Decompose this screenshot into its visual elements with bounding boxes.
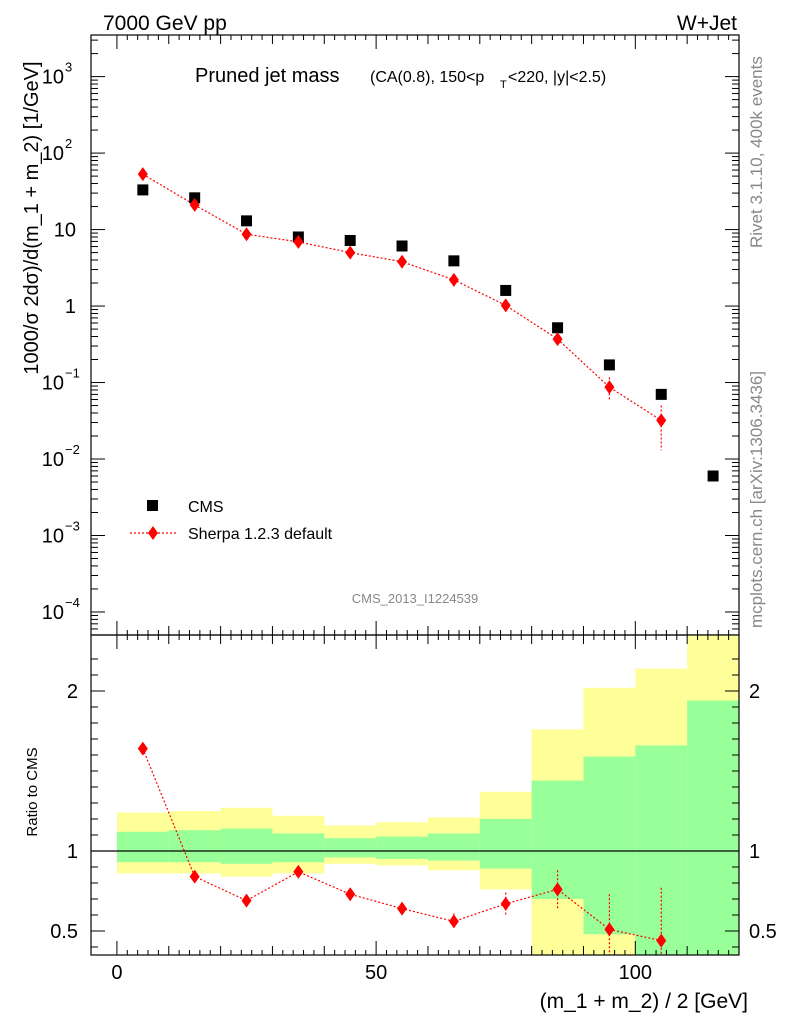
- rivet-version-label: Rivet 3.1.10, 400k events: [747, 56, 766, 248]
- y-tick-label-exponent: −1: [65, 366, 80, 381]
- y-tick-label-base: 10: [42, 525, 64, 547]
- ratio-panel-frame: [90, 634, 740, 956]
- chart-title-sub-a: (CA(0.8), 150<p: [370, 69, 484, 86]
- ratio-y-tick-label-left: 0.5: [50, 921, 78, 943]
- sherpa-point: [137, 167, 148, 182]
- legend-marker-cms: [147, 500, 158, 511]
- ratio-panel: 0.5 0.5 1 1 2 2 0 50 100 Ratio to CMS (m_1 + m_2…: [24, 634, 777, 1013]
- legend-label-cms: CMS: [188, 499, 224, 516]
- ratio-sherpa-point: [397, 901, 408, 916]
- sherpa-point: [189, 197, 200, 212]
- analysis-id-watermark: CMS_2013_I1224539: [352, 591, 479, 606]
- cms-point: [189, 192, 201, 204]
- uncertainty-band-inner: [376, 836, 428, 859]
- ratio-y-tick-label-right: 2: [749, 681, 760, 703]
- sherpa-point: [656, 413, 667, 428]
- y-tick-label-base: 10: [42, 373, 64, 395]
- ratio-axis-ticks: [91, 635, 740, 955]
- uncertainty-band-inner: [324, 838, 377, 858]
- y-tick-label-exponent: −2: [65, 442, 80, 457]
- sherpa-point: [448, 272, 459, 287]
- main-y-axis-label: 1000/σ 2dσ)/d(m_1 + m_2) [1/GeV]: [21, 61, 43, 374]
- header-right-label: W+Jet: [677, 12, 737, 35]
- y-tick-label-exponent: 2: [65, 136, 72, 151]
- y-tick-label-base: 10: [42, 449, 64, 471]
- main-plot-layer: [137, 167, 719, 482]
- sherpa-point: [293, 234, 304, 249]
- cms-point: [448, 255, 460, 267]
- sherpa-point: [500, 298, 511, 313]
- sherpa-line: [142, 173, 662, 421]
- uncertainty-band-inner: [635, 745, 688, 955]
- sherpa-point: [241, 227, 252, 242]
- x-tick-label: 100: [619, 962, 652, 984]
- sherpa-point: [552, 332, 563, 347]
- ratio-sherpa-point: [448, 914, 459, 929]
- y-tick-label: 1: [65, 296, 76, 318]
- sherpa-point: [604, 380, 615, 395]
- x-tick-label: 50: [365, 962, 387, 984]
- y-tick-label-exponent: −3: [65, 518, 80, 533]
- cms-point: [552, 322, 564, 334]
- chart-title-sub-subscript: T: [500, 79, 507, 91]
- ratio-sherpa-point: [293, 864, 304, 879]
- ratio-sherpa-point: [604, 922, 615, 937]
- uncertainty-band-inner: [220, 828, 273, 864]
- uncertainty-band-inner: [687, 700, 739, 955]
- cms-point: [603, 359, 615, 371]
- ratio-sherpa-point: [500, 896, 511, 911]
- cms-point: [707, 470, 719, 482]
- mcplots-label: mcplots.cern.ch [arXiv:1306.3436]: [747, 371, 766, 628]
- ratio-sherpa-point: [241, 893, 252, 908]
- cms-point: [500, 284, 512, 296]
- chart-title-sub-c: <220, |y|<2.5): [508, 69, 606, 86]
- uncertainty-band-inner: [479, 819, 532, 869]
- sherpa-point: [345, 245, 356, 260]
- cms-point: [137, 184, 149, 196]
- cms-point: [396, 240, 408, 252]
- y-tick-label-base: 10: [42, 143, 64, 165]
- ratio-tick-labels: 0.5 0.5 1 1 2 2 0 50 100: [50, 681, 777, 984]
- uncertainty-band-inner: [116, 831, 169, 863]
- main-panel-frame: [90, 34, 740, 636]
- ratio-y-tick-label-right: 0.5: [749, 921, 777, 943]
- ratio-sherpa-point: [656, 933, 667, 948]
- ratio-y-tick-label-right: 1: [749, 841, 760, 863]
- ratio-sherpa-point: [552, 882, 563, 897]
- ratio-sherpa-point: [189, 869, 200, 884]
- cms-point: [241, 215, 253, 227]
- uncertainty-band-inner: [531, 780, 584, 899]
- ratio-y-tick-label-left: 1: [67, 841, 78, 863]
- ratio-y-axis-label: Ratio to CMS: [24, 747, 41, 836]
- legend: CMS Sherpa 1.2.3 default: [130, 499, 333, 543]
- y-tick-label-exponent: 3: [65, 60, 72, 75]
- main-axis-ticks: [91, 35, 740, 636]
- sherpa-point: [397, 254, 408, 269]
- uncertainty-band-inner: [583, 756, 636, 935]
- x-axis-label: (m_1 + m_2) / 2 [GeV]: [540, 990, 748, 1013]
- y-tick-label-base: 10: [42, 67, 64, 89]
- cms-point: [655, 388, 667, 400]
- header-left-label: 7000 GeV pp: [103, 12, 227, 35]
- cms-point: [344, 234, 356, 246]
- ratio-y-tick-label-left: 2: [67, 681, 78, 703]
- ratio-sherpa-point: [137, 741, 148, 756]
- legend-label-sherpa: Sherpa 1.2.3 default: [188, 526, 333, 543]
- chart-title-main: Pruned jet mass: [195, 65, 340, 87]
- uncertainty-band-inner: [427, 833, 480, 861]
- uncertainty-band-inner: [168, 830, 221, 863]
- legend-marker-sherpa: [148, 526, 158, 540]
- y-tick-label-exponent: −4: [65, 595, 80, 610]
- ratio-sherpa-point: [345, 887, 356, 902]
- uncertainty-band-inner: [272, 833, 325, 863]
- y-tick-label: 10: [54, 220, 76, 242]
- y-tick-label-base: 10: [42, 602, 64, 624]
- ratio-plot-layer: [91, 635, 739, 955]
- x-tick-label: 0: [111, 962, 122, 984]
